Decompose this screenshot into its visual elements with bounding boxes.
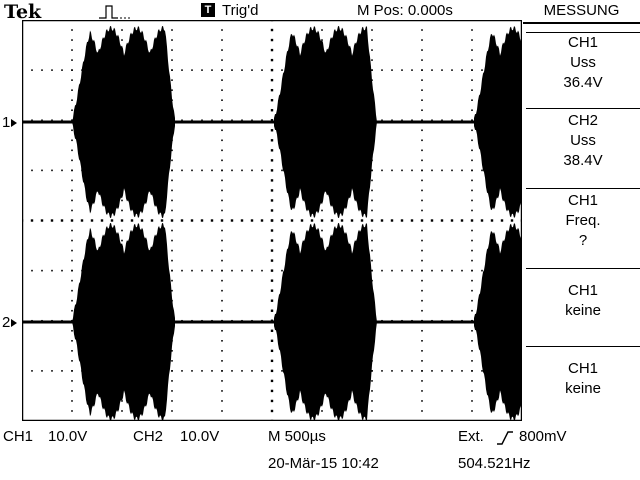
arrow-right-icon bbox=[11, 319, 18, 327]
slot-value: ? bbox=[578, 232, 588, 249]
timebase: M 500µs bbox=[268, 428, 326, 445]
measure-slot-5[interactable]: CH1 keine bbox=[526, 346, 640, 435]
slot-value: 36.4V bbox=[563, 74, 603, 91]
trigger-source: Ext. bbox=[458, 428, 484, 445]
ch1-ground-marker: 1 bbox=[2, 114, 18, 131]
trigger-level: 800mV bbox=[519, 428, 567, 445]
ch2-label: CH2 bbox=[133, 428, 164, 445]
menu-title: MESSUNG bbox=[543, 2, 620, 19]
readout-bar: CH1 10.0V CH2 10.0V M 500µs Ext. 800mV 2… bbox=[0, 428, 640, 480]
status-bar: Tek T Trig'd M Pos: 0.000s bbox=[0, 0, 640, 23]
menu-divider bbox=[523, 22, 640, 24]
measure-slot-1[interactable]: CH1 Uss 36.4V bbox=[526, 32, 640, 105]
rising-edge-icon bbox=[497, 431, 513, 445]
trigger-status-icon: T bbox=[201, 3, 215, 17]
slot-type: keine bbox=[565, 380, 601, 397]
ch1-marker-label: 1 bbox=[2, 114, 11, 131]
measure-slot-4[interactable]: CH1 keine bbox=[526, 268, 640, 357]
slot-type: keine bbox=[565, 302, 601, 319]
slot-source: CH1 bbox=[567, 192, 598, 209]
ch2-marker-label: 2 bbox=[2, 314, 11, 331]
pulse-icon bbox=[99, 5, 130, 19]
slot-source: CH2 bbox=[567, 112, 598, 129]
ch2-waveform bbox=[22, 223, 522, 421]
slot-source: CH1 bbox=[567, 360, 598, 377]
measure-slot-3[interactable]: CH1 Freq. ? bbox=[526, 188, 640, 267]
waveform-display[interactable] bbox=[22, 20, 522, 421]
measure-slot-2[interactable]: CH2 Uss 38.4V bbox=[526, 108, 640, 187]
ch2-scale: 10.0V bbox=[180, 428, 220, 445]
ch1-waveform bbox=[22, 26, 522, 218]
slot-source: CH1 bbox=[567, 282, 598, 299]
slot-value: 38.4V bbox=[563, 152, 603, 169]
brand-logo: Tek bbox=[4, 1, 42, 23]
arrow-right-icon bbox=[11, 119, 18, 127]
slot-type: Uss bbox=[570, 132, 596, 149]
slot-source: CH1 bbox=[567, 34, 598, 51]
ch1-scale: 10.0V bbox=[48, 428, 88, 445]
slot-type: Freq. bbox=[565, 212, 601, 229]
slot-type: Uss bbox=[570, 54, 596, 71]
ch2-ground-marker: 2 bbox=[2, 314, 18, 331]
frequency-readout: 504.521Hz bbox=[458, 455, 531, 472]
ch1-label: CH1 bbox=[3, 428, 34, 445]
horizontal-position: M Pos: 0.000s bbox=[357, 2, 453, 19]
date-time: 20-Mär-15 10:42 bbox=[268, 455, 379, 472]
measure-menu: MESSUNG CH1 Uss 36.4V CH2 Uss 38.4V CH1 … bbox=[523, 0, 640, 428]
trigger-status: Trig'd bbox=[222, 2, 259, 19]
